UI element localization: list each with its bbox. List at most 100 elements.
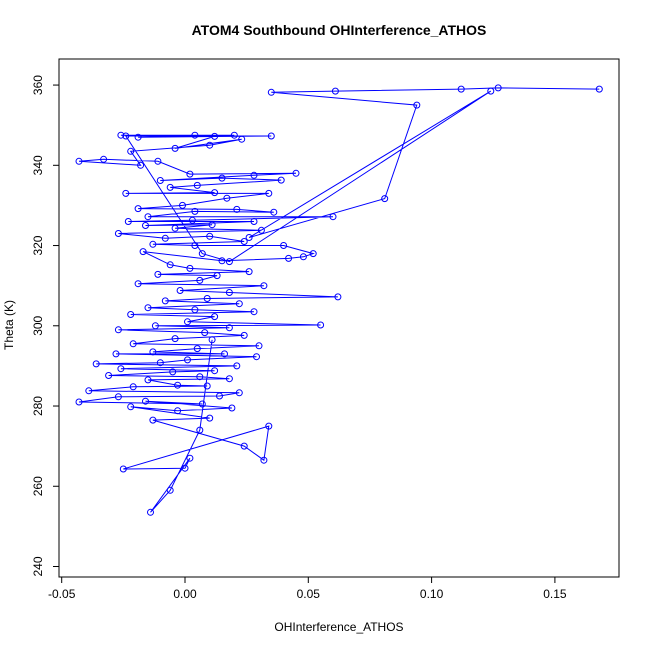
data-point <box>75 398 83 406</box>
data-point <box>124 218 132 225</box>
y-tick-label: 260 <box>31 476 45 496</box>
data-point <box>198 250 206 258</box>
data-point <box>179 201 186 209</box>
data-point <box>211 132 219 140</box>
data-point <box>166 261 174 269</box>
y-axis: 240 260 280 300 320 340 360 <box>31 75 60 577</box>
data-point <box>235 300 243 308</box>
data-point <box>127 311 135 318</box>
data-point <box>250 218 258 225</box>
data-point <box>201 329 209 337</box>
data-point <box>260 456 268 464</box>
data-point <box>221 350 228 358</box>
data-point <box>240 331 248 339</box>
data-point <box>223 194 231 202</box>
x-tick-label: 0.05 <box>297 587 321 601</box>
y-tick-label: 320 <box>31 235 45 255</box>
y-axis-label: Theta (K) <box>2 300 16 350</box>
data-point <box>267 132 275 140</box>
data-point <box>112 350 120 358</box>
data-point <box>270 208 278 216</box>
data-point <box>196 426 204 434</box>
data-point <box>240 442 248 450</box>
data-point <box>265 189 273 197</box>
data-point <box>213 272 221 280</box>
y-tick-label: 280 <box>31 396 45 416</box>
data-point <box>156 177 164 184</box>
data-point <box>265 422 273 430</box>
data-point <box>166 183 174 191</box>
data-point <box>230 131 238 139</box>
data-point <box>413 101 421 109</box>
data-point <box>186 170 194 178</box>
series-lines <box>78 87 600 513</box>
data-point <box>174 381 182 389</box>
data-point <box>117 365 125 373</box>
data-point <box>206 414 214 422</box>
data-point <box>166 486 174 494</box>
data-point <box>381 195 389 203</box>
data-point <box>331 87 339 95</box>
data-point <box>487 87 495 95</box>
data-point <box>114 393 122 401</box>
data-point <box>277 176 285 184</box>
data-point <box>117 131 125 139</box>
data-point <box>154 270 162 278</box>
data-point <box>134 133 142 141</box>
data-point <box>255 342 263 350</box>
data-point <box>228 404 236 412</box>
data-point <box>317 321 325 329</box>
data-point <box>144 376 152 384</box>
data-point <box>134 205 142 213</box>
data-point <box>181 464 189 472</box>
data-point <box>211 189 219 197</box>
data-point <box>260 282 268 290</box>
data-point <box>257 226 265 234</box>
data-point <box>253 353 260 361</box>
data-point <box>171 335 179 343</box>
data-point <box>191 306 199 314</box>
data-point <box>240 238 248 245</box>
data-point <box>196 276 204 284</box>
data-point <box>334 293 342 301</box>
x-tick-label: -0.05 <box>48 587 76 601</box>
data-point <box>139 248 147 256</box>
data-point <box>208 336 216 344</box>
data-point <box>105 372 113 379</box>
data-point <box>193 181 201 189</box>
data-point <box>250 308 258 316</box>
x-tick-label: 0.10 <box>420 587 444 601</box>
data-point <box>457 85 465 93</box>
data-point <box>191 131 199 139</box>
data-point <box>176 287 184 294</box>
data-point <box>114 326 122 334</box>
y-tick-label: 240 <box>31 556 45 576</box>
data-point <box>198 400 206 408</box>
data-point <box>174 407 182 415</box>
data-point <box>203 382 211 390</box>
data-point <box>216 392 223 400</box>
series-line <box>78 87 600 513</box>
y-tick-label: 300 <box>31 315 45 335</box>
data-point <box>142 397 149 405</box>
data-point <box>494 84 502 92</box>
data-point <box>267 88 275 96</box>
data-point <box>100 155 108 163</box>
data-point <box>151 322 159 330</box>
data-point <box>169 368 177 376</box>
data-point <box>154 157 162 165</box>
data-point <box>144 304 152 312</box>
series-points <box>75 84 603 516</box>
data-point <box>208 221 216 229</box>
data-point <box>211 367 219 375</box>
data-point <box>134 280 142 288</box>
data-point <box>218 174 226 182</box>
data-point <box>85 387 93 395</box>
data-point <box>285 254 293 262</box>
data-point <box>211 313 219 321</box>
data-point <box>218 257 226 265</box>
data-point <box>184 356 191 364</box>
data-point <box>137 161 145 169</box>
data-point <box>225 324 233 332</box>
y-tick-label: 360 <box>31 75 45 95</box>
